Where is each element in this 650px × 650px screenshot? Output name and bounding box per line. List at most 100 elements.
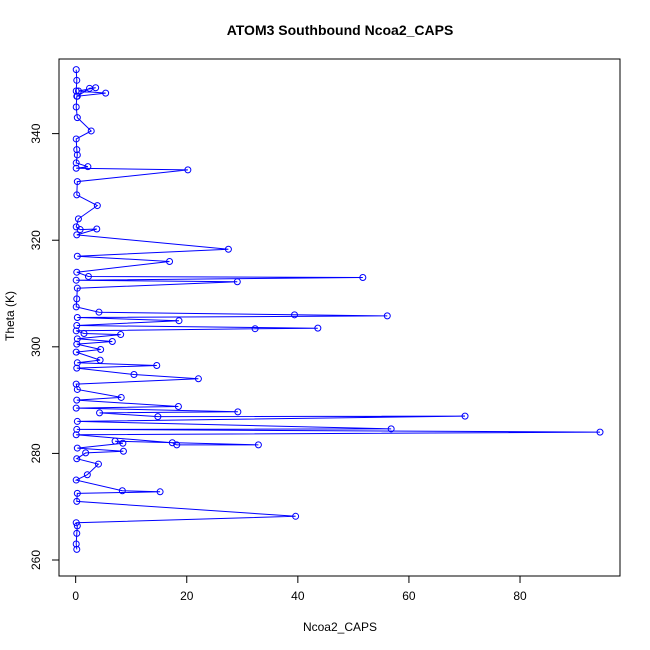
data-point [95, 308, 103, 316]
y-tick-label: 320 [29, 230, 43, 250]
y-axis-label: Theta (K) [3, 291, 17, 341]
data-point [73, 314, 81, 321]
data-point [74, 215, 82, 223]
data-point [173, 441, 181, 449]
data-point [72, 380, 80, 388]
data-point [72, 159, 80, 167]
data-point [73, 268, 81, 276]
data-point [93, 225, 101, 233]
data-point [314, 324, 322, 332]
data-point [254, 441, 262, 449]
data-point [82, 449, 90, 457]
chart-title: ATOM3 Southbound Ncoa2_CAPS [227, 22, 454, 38]
data-point [84, 163, 92, 171]
data-point [73, 340, 81, 348]
y-tick-label: 280 [29, 443, 43, 463]
data-point [194, 375, 202, 383]
data-point [73, 284, 81, 292]
data-point [156, 488, 164, 496]
data-point [102, 89, 110, 97]
data-point [73, 146, 81, 154]
data-point [72, 303, 80, 311]
x-tick-label: 40 [291, 589, 305, 603]
data-point [291, 311, 299, 319]
data-point [234, 408, 242, 416]
x-tick-label: 0 [72, 589, 79, 603]
data-point [73, 151, 81, 159]
data-point [184, 166, 192, 174]
data-point [92, 84, 100, 92]
data-point [224, 245, 232, 253]
data-point [73, 92, 81, 100]
data-point [73, 191, 81, 199]
data-point [72, 66, 80, 74]
data-point [73, 364, 81, 372]
data-point [383, 312, 391, 320]
data-point [72, 327, 80, 335]
data-point [119, 447, 127, 455]
data-point [130, 371, 138, 379]
data-point [387, 425, 395, 433]
data-point [83, 471, 91, 479]
x-axis-label: Ncoa2_CAPS [303, 620, 377, 634]
data-point [73, 252, 81, 260]
data-point [72, 404, 80, 412]
data-point [72, 164, 80, 172]
data-point [84, 272, 92, 280]
data-point [73, 545, 81, 553]
data-point [119, 439, 127, 447]
data-point [73, 231, 81, 239]
data-point [96, 409, 104, 417]
y-tick-label: 340 [29, 123, 43, 143]
data-point [73, 114, 81, 122]
data-point [117, 393, 125, 401]
data-point [73, 396, 81, 404]
data-point [292, 512, 300, 520]
data-point [93, 202, 101, 210]
data-point [73, 178, 81, 186]
data-point [73, 295, 81, 303]
data-point [72, 540, 80, 548]
y-tick-label: 260 [29, 550, 43, 570]
series-layer [72, 66, 604, 553]
data-point [73, 522, 81, 530]
data-point [154, 413, 162, 421]
series-line [74, 69, 601, 550]
data-point [73, 321, 81, 329]
data-point [168, 439, 176, 447]
data-point [359, 274, 367, 282]
data-point [72, 103, 80, 111]
x-axis: 0 20 40 60 80 [72, 575, 527, 603]
data-point [72, 431, 80, 439]
data-point [73, 444, 81, 452]
data-point [73, 335, 81, 343]
data-point [111, 437, 119, 445]
data-point [72, 476, 80, 484]
data-point [73, 359, 81, 367]
data-point [108, 337, 116, 345]
data-point [233, 278, 241, 286]
data-point [80, 329, 88, 337]
data-point [72, 87, 80, 95]
data-point [153, 361, 161, 369]
data-point [166, 258, 174, 266]
data-point [461, 412, 469, 420]
data-point [73, 497, 81, 505]
data-point [175, 317, 183, 325]
data-point [72, 348, 80, 356]
data-point [73, 385, 81, 393]
data-point [72, 135, 80, 143]
x-tick-label: 20 [180, 589, 194, 603]
data-point [73, 455, 81, 463]
data-point [72, 519, 80, 527]
data-point [72, 276, 80, 284]
data-point [73, 489, 81, 497]
data-point [73, 425, 81, 433]
data-point [76, 226, 84, 234]
y-axis: 260 280 300 320 340 [29, 123, 60, 570]
data-point [73, 417, 81, 425]
data-point [96, 356, 104, 364]
data-point [97, 345, 105, 353]
data-point [94, 460, 102, 468]
